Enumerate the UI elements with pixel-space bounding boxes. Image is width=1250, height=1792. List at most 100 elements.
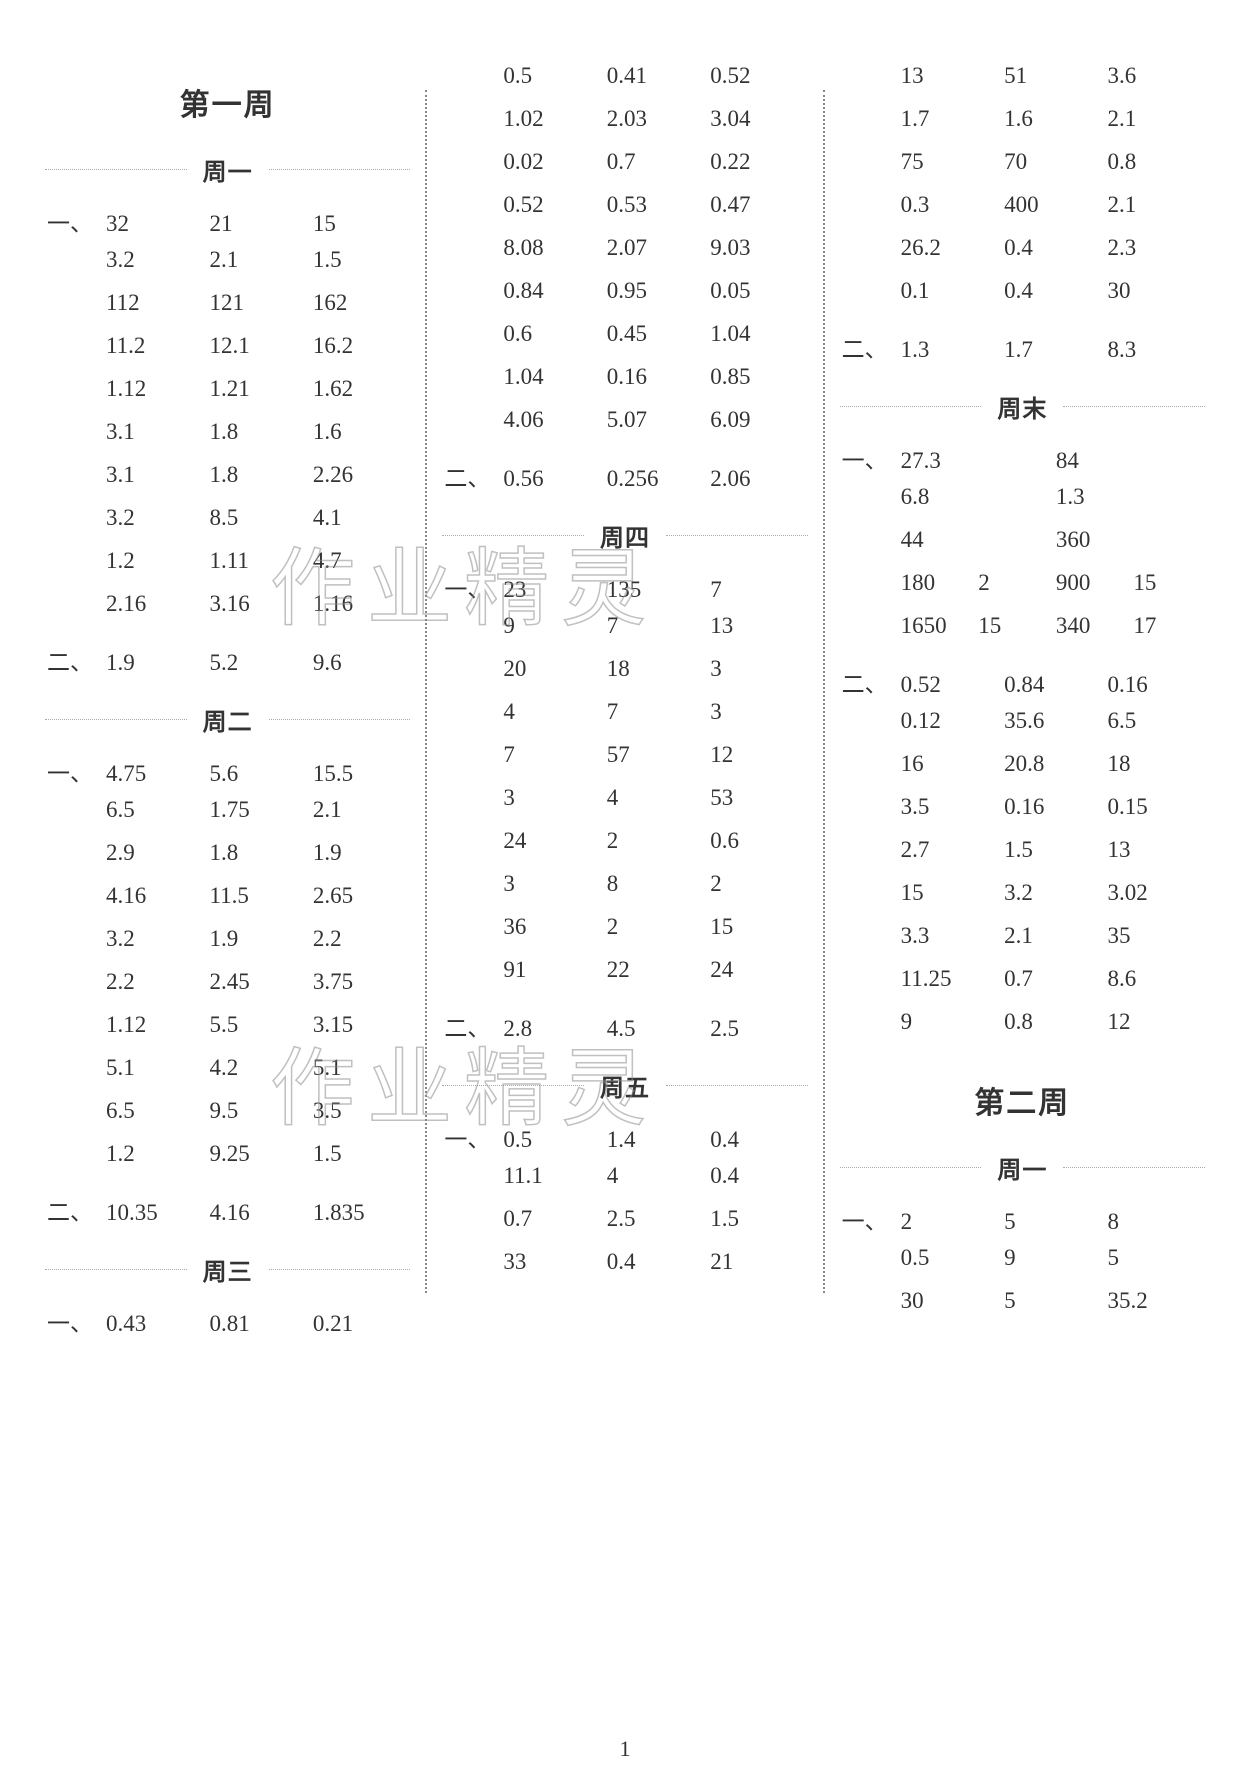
- row-cells: 2.91.81.9: [100, 840, 410, 866]
- cell: 30: [1102, 278, 1205, 304]
- cell: 1.12: [100, 376, 203, 402]
- cell: 3.6: [1102, 63, 1205, 89]
- row-lead: 二、: [840, 330, 895, 364]
- data-row: 1.121.211.62: [45, 376, 410, 416]
- cell: 15: [704, 914, 807, 940]
- data-row: 0.60.451.04: [442, 321, 807, 361]
- cell: 5.2: [203, 650, 306, 676]
- cell: 162: [307, 290, 410, 316]
- cell: 2.16: [100, 591, 203, 617]
- data-row: 一、258: [840, 1202, 1205, 1242]
- cell: 2.5: [704, 1016, 807, 1042]
- cell: 121: [203, 290, 306, 316]
- cell: 0.15: [1102, 794, 1205, 820]
- cell: 9: [895, 1009, 998, 1035]
- cell: 0.21: [307, 1311, 410, 1337]
- data-row: 二、2.84.52.5: [442, 1009, 807, 1049]
- row-cells: 2.71.513: [895, 837, 1205, 863]
- data-row: 6.81.3: [840, 484, 1205, 524]
- cell: 340: [1050, 613, 1128, 639]
- row-lead: 一、: [45, 754, 100, 788]
- row-cells: 322115: [100, 211, 410, 237]
- cell: 26.2: [895, 235, 998, 261]
- cell: 1.835: [307, 1200, 410, 1226]
- day-label: 周三: [187, 1252, 269, 1287]
- cell: 1.8: [203, 419, 306, 445]
- row-cells: 180290015: [895, 570, 1205, 596]
- cell: 9: [998, 1245, 1101, 1271]
- row-cells: 8.082.079.03: [497, 235, 807, 261]
- dotted-line: [1063, 406, 1205, 407]
- row-cells: 3.21.92.2: [100, 926, 410, 952]
- row-cells: 1.040.160.85: [497, 364, 807, 390]
- data-row: 3453: [442, 785, 807, 825]
- cell: 12: [704, 742, 807, 768]
- page: 第一周周一一、3221153.22.11.511212116211.212.11…: [0, 0, 1250, 1393]
- cell: 0.16: [1102, 672, 1205, 698]
- cell: 8: [601, 871, 704, 897]
- data-row: 3.50.160.15: [840, 794, 1205, 834]
- cell: 0.43: [100, 1311, 203, 1337]
- cell: 1.3: [1050, 484, 1205, 510]
- data-row: 0.72.51.5: [442, 1206, 807, 1246]
- cell: 3.2: [100, 247, 203, 273]
- cell: 1.5: [998, 837, 1101, 863]
- data-row: 二、10.354.161.835: [45, 1193, 410, 1233]
- data-row: 11.212.116.2: [45, 333, 410, 373]
- cell: 1.7: [998, 337, 1101, 363]
- row-cells: 1.022.033.04: [497, 106, 807, 132]
- row-cells: 0.51.40.4: [497, 1127, 807, 1153]
- row-cells: 112121162: [100, 290, 410, 316]
- day-label: 周二: [187, 702, 269, 737]
- cell: 0.41: [601, 63, 704, 89]
- row-cells: 20183: [497, 656, 807, 682]
- cell: 84: [1050, 448, 1205, 474]
- cell: 11.2: [100, 333, 203, 359]
- cell: 2.07: [601, 235, 704, 261]
- cell: 2.2: [100, 969, 203, 995]
- cell: 1650: [895, 613, 973, 639]
- cell: 3.02: [1102, 880, 1205, 906]
- data-row: 11.140.4: [442, 1163, 807, 1203]
- dotted-line: [442, 1085, 584, 1086]
- section: 一、2580.59530535.2: [840, 1199, 1205, 1331]
- column-1: 第一周周一一、3221153.22.11.511212116211.212.11…: [30, 60, 425, 1353]
- dotted-line: [269, 1269, 411, 1270]
- cell: 1.5: [704, 1206, 807, 1232]
- cell: 13: [1102, 837, 1205, 863]
- row-lead: 一、: [45, 1304, 100, 1338]
- row-cells: 16501534017: [895, 613, 1205, 639]
- cell: 4.16: [100, 883, 203, 909]
- cell: 30: [895, 1288, 998, 1314]
- row-cells: 4.1611.52.65: [100, 883, 410, 909]
- data-row: 0.520.530.47: [442, 192, 807, 232]
- dotted-line: [1063, 1167, 1205, 1168]
- dotted-line: [45, 719, 187, 720]
- section: 一、3221153.22.11.511212116211.212.116.21.…: [45, 201, 410, 634]
- section: 一、0.430.810.21: [45, 1301, 410, 1347]
- data-row: 一、0.51.40.4: [442, 1120, 807, 1160]
- data-row: 二、0.520.840.16: [840, 665, 1205, 705]
- data-row: 二、1.95.29.6: [45, 643, 410, 683]
- data-row: 1.21.114.7: [45, 548, 410, 588]
- cell: 11.1: [497, 1163, 600, 1189]
- week-title: 第一周: [45, 80, 410, 124]
- row-cells: 0.34002.1: [895, 192, 1205, 218]
- cell: 5.1: [100, 1055, 203, 1081]
- row-cells: 26.20.42.3: [895, 235, 1205, 261]
- cell: 20.8: [998, 751, 1101, 777]
- cell: 3.2: [998, 880, 1101, 906]
- cell: 5: [998, 1288, 1101, 1314]
- row-cells: 5.14.25.1: [100, 1055, 410, 1081]
- row-cells: 11.250.78.6: [895, 966, 1205, 992]
- section: 二、1.31.78.3: [840, 327, 1205, 373]
- cell: 6.5: [100, 797, 203, 823]
- data-row: 13513.6: [840, 63, 1205, 103]
- cell: 1.11: [203, 548, 306, 574]
- day-label: 周四: [584, 518, 666, 553]
- cell: 0.52: [895, 672, 998, 698]
- dotted-line: [442, 535, 584, 536]
- data-row: 473: [442, 699, 807, 739]
- data-row: 330.421: [442, 1249, 807, 1289]
- row-cells: 258: [895, 1209, 1205, 1235]
